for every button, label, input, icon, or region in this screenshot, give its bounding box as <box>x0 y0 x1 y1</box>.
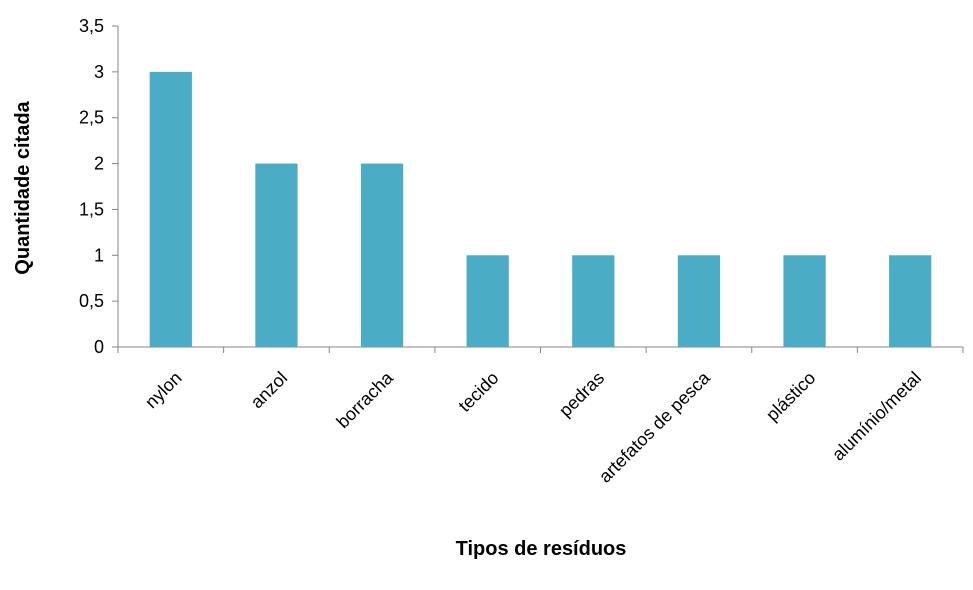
y-axis: 0 0,5 1 1,5 2 2,5 3 3,5 <box>79 16 119 357</box>
bar <box>572 255 615 347</box>
bar <box>677 255 721 347</box>
x-tick-label: alumínio/metal <box>828 368 925 465</box>
x-tick-label: anzol <box>247 368 292 413</box>
bar <box>255 163 298 347</box>
x-tick-label: artefatos de pesca <box>595 367 715 487</box>
x-axis-title: Tipos de resíduos <box>456 538 627 560</box>
x-tick-labels: nylon anzol borracha tecido pedrasartefatos … <box>141 367 925 487</box>
y-tick-label: 0,5 <box>79 291 104 311</box>
x-tick-label: plástico <box>762 368 819 425</box>
y-tick-label: 3,5 <box>79 16 104 36</box>
y-axis-title: Quantidade citada <box>12 100 34 274</box>
y-tick-label: 3 <box>94 62 104 82</box>
bar <box>360 163 404 347</box>
bar <box>466 255 509 347</box>
y-tick-label: 2 <box>94 154 104 174</box>
x-tick-label: nylon <box>141 368 186 413</box>
bars <box>149 71 932 347</box>
y-tick-label: 1 <box>94 245 104 265</box>
x-tick-label: tecido <box>454 368 502 416</box>
y-tick-label: 2,5 <box>79 108 104 128</box>
bar <box>783 255 826 347</box>
bar <box>889 255 932 347</box>
y-tick-label: 1,5 <box>79 199 104 219</box>
x-tick-label: pedras <box>555 368 608 421</box>
x-axis <box>117 346 964 353</box>
y-tick-label: 0 <box>94 337 104 357</box>
x-tick-label: borracha <box>333 367 398 432</box>
bar <box>149 71 192 347</box>
